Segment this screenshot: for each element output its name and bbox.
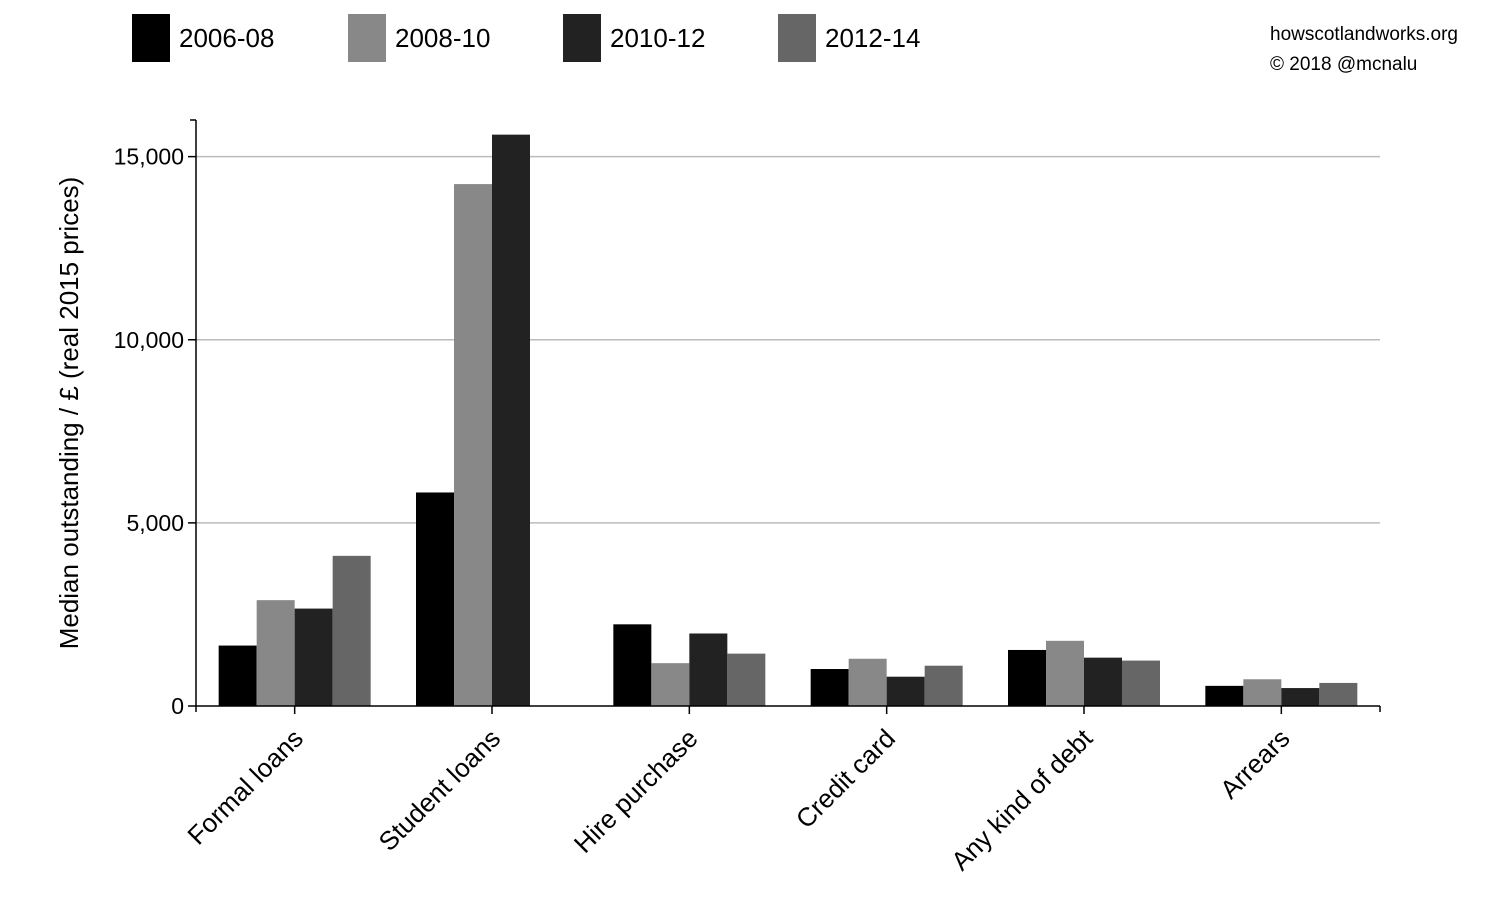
bar-2008-10-formal-loans [256,600,295,706]
bar-2010-12-arrears [1281,688,1320,706]
bar-2010-12-student-loans [492,134,530,706]
bar-2008-10-any-kind-of-debt [1046,640,1084,706]
bar-2012-14-formal-loans [332,555,371,706]
x-tick-label: Credit card [790,723,901,834]
bar-2006-08-credit-card [810,669,849,706]
legend-swatch [132,14,170,62]
credits: howscotlandworks.org © 2018 @mcnalu [1270,24,1458,75]
y-tick-label: 0 [171,693,184,719]
bar-2008-10-student-loans [454,184,492,706]
x-axis-labels: Formal loans Student loans Hire purchase Cr… [181,722,1295,876]
x-tick-label: Hire purchase [568,723,704,859]
bar-2008-10-hire-purchase [651,663,690,706]
bar-2010-12-formal-loans [294,608,333,706]
x-tick-label: Formal loans [181,723,308,850]
bar-2012-14-arrears [1319,682,1358,706]
bar-2006-08-hire-purchase [613,624,652,706]
bar-2008-10-credit-card [848,658,887,706]
credit-copyright: © 2018 @mcnalu [1270,54,1417,75]
bar-2010-12-any-kind-of-debt [1084,657,1122,706]
bar-2012-14-hire-purchase [727,653,766,706]
axes [190,119,1381,714]
credit-site: howscotlandworks.org [1270,24,1458,45]
x-tick-label: Any kind of debt [945,722,1099,876]
legend-label: 2010-12 [610,23,705,53]
x-tick-label: Student loans [373,723,507,857]
y-axis-ticks: 0 5,000 10,000 15,000 [114,144,196,719]
legend-swatch [348,14,386,62]
y-tick-label: 5,000 [126,510,184,536]
y-axis-title: Median outstanding / £ (real 2015 prices… [54,177,84,650]
bar-2012-14-any-kind-of-debt [1122,660,1160,706]
y-tick-label: 15,000 [114,144,184,170]
bar-2006-08-formal-loans [218,645,257,706]
bar-2012-14-credit-card [924,665,963,706]
bar-2006-08-any-kind-of-debt [1008,649,1046,706]
bars [218,134,1358,706]
bar-2006-08-student-loans [416,492,454,706]
y-tick-label: 10,000 [114,327,184,353]
bar-2010-12-credit-card [886,676,925,706]
legend-swatch [563,14,601,62]
legend-label: 2008-10 [395,23,490,53]
bar-2006-08-arrears [1205,685,1244,706]
x-tick-label: Arrears [1214,723,1295,804]
legend-swatch [778,14,816,62]
legend-label: 2006-08 [179,23,274,53]
bar-2008-10-arrears [1243,679,1282,706]
legend-label: 2012-14 [825,23,920,53]
gridlines [196,155,1380,524]
bar-2010-12-hire-purchase [689,633,728,706]
chart-legend: 2006-08 2008-10 2010-12 2012-14 [132,14,920,62]
